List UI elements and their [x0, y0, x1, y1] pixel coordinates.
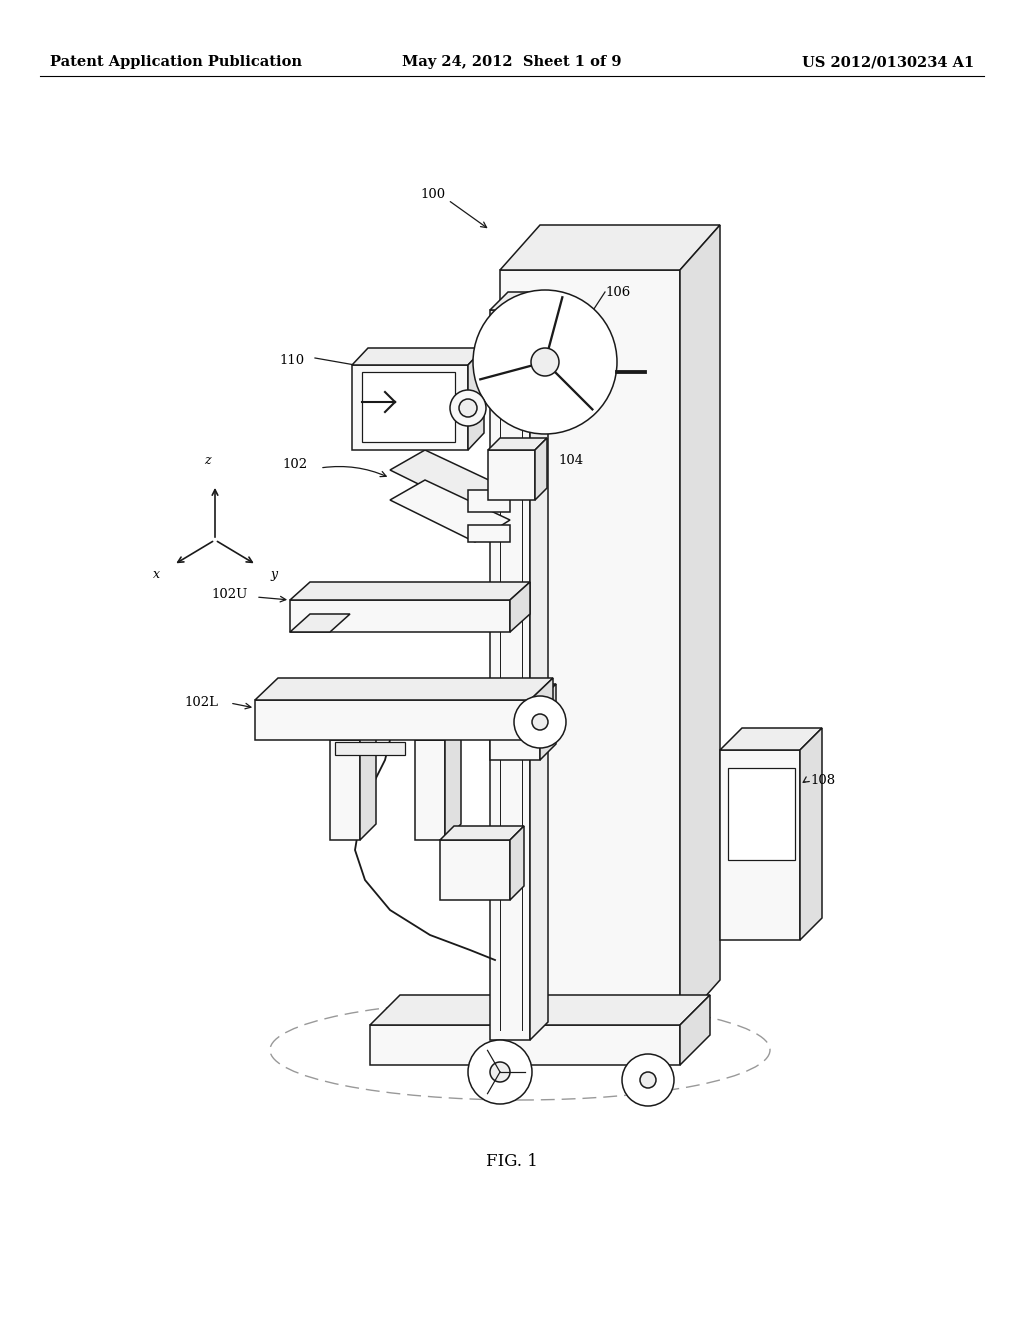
Polygon shape — [290, 582, 530, 601]
Polygon shape — [510, 826, 524, 900]
Text: 102U: 102U — [212, 589, 248, 602]
Polygon shape — [488, 438, 547, 450]
Polygon shape — [468, 490, 510, 512]
Circle shape — [640, 1072, 656, 1088]
Polygon shape — [445, 723, 461, 840]
Polygon shape — [352, 366, 468, 450]
Polygon shape — [728, 768, 795, 861]
Polygon shape — [468, 525, 510, 543]
Polygon shape — [330, 723, 376, 741]
Circle shape — [532, 714, 548, 730]
Text: FIG. 1: FIG. 1 — [486, 1154, 538, 1171]
Polygon shape — [415, 723, 461, 741]
Text: May 24, 2012  Sheet 1 of 9: May 24, 2012 Sheet 1 of 9 — [402, 55, 622, 69]
Polygon shape — [290, 601, 510, 632]
Text: 104: 104 — [558, 454, 583, 466]
Polygon shape — [800, 729, 822, 940]
Polygon shape — [335, 742, 406, 755]
Polygon shape — [255, 678, 553, 700]
Polygon shape — [415, 741, 445, 840]
Polygon shape — [500, 224, 720, 271]
Polygon shape — [530, 678, 553, 741]
Polygon shape — [490, 292, 548, 310]
Polygon shape — [370, 1026, 680, 1065]
Text: z: z — [204, 454, 210, 467]
Polygon shape — [490, 700, 540, 760]
Polygon shape — [390, 480, 510, 543]
Circle shape — [459, 399, 477, 417]
Text: 106: 106 — [605, 285, 630, 298]
Polygon shape — [680, 224, 720, 1026]
Polygon shape — [490, 684, 556, 700]
Text: 102L: 102L — [184, 696, 218, 709]
Polygon shape — [510, 582, 530, 632]
Polygon shape — [440, 826, 524, 840]
Polygon shape — [362, 372, 455, 442]
Polygon shape — [330, 741, 360, 840]
Polygon shape — [540, 684, 556, 760]
Polygon shape — [500, 271, 680, 1026]
Circle shape — [450, 389, 486, 426]
Polygon shape — [720, 750, 800, 940]
Polygon shape — [290, 614, 350, 632]
Polygon shape — [440, 840, 510, 900]
Text: 108: 108 — [810, 774, 836, 787]
Circle shape — [468, 1040, 532, 1104]
Circle shape — [531, 348, 559, 376]
Text: US 2012/0130234 A1: US 2012/0130234 A1 — [802, 55, 974, 69]
Text: y: y — [270, 568, 278, 581]
Polygon shape — [468, 348, 484, 450]
Circle shape — [514, 696, 566, 748]
Polygon shape — [535, 438, 547, 500]
Polygon shape — [352, 348, 484, 366]
Text: 102: 102 — [283, 458, 308, 471]
Polygon shape — [488, 450, 535, 500]
Polygon shape — [680, 995, 710, 1065]
Polygon shape — [390, 450, 510, 512]
Polygon shape — [370, 995, 710, 1026]
Polygon shape — [490, 310, 530, 1040]
Circle shape — [473, 290, 617, 434]
Polygon shape — [530, 292, 548, 1040]
Text: x: x — [153, 568, 160, 581]
Text: Patent Application Publication: Patent Application Publication — [50, 55, 302, 69]
Circle shape — [622, 1053, 674, 1106]
Text: 100: 100 — [420, 189, 445, 202]
Circle shape — [490, 1063, 510, 1082]
Polygon shape — [255, 700, 530, 741]
Polygon shape — [720, 729, 822, 750]
Polygon shape — [360, 723, 376, 840]
Text: 110: 110 — [280, 354, 305, 367]
